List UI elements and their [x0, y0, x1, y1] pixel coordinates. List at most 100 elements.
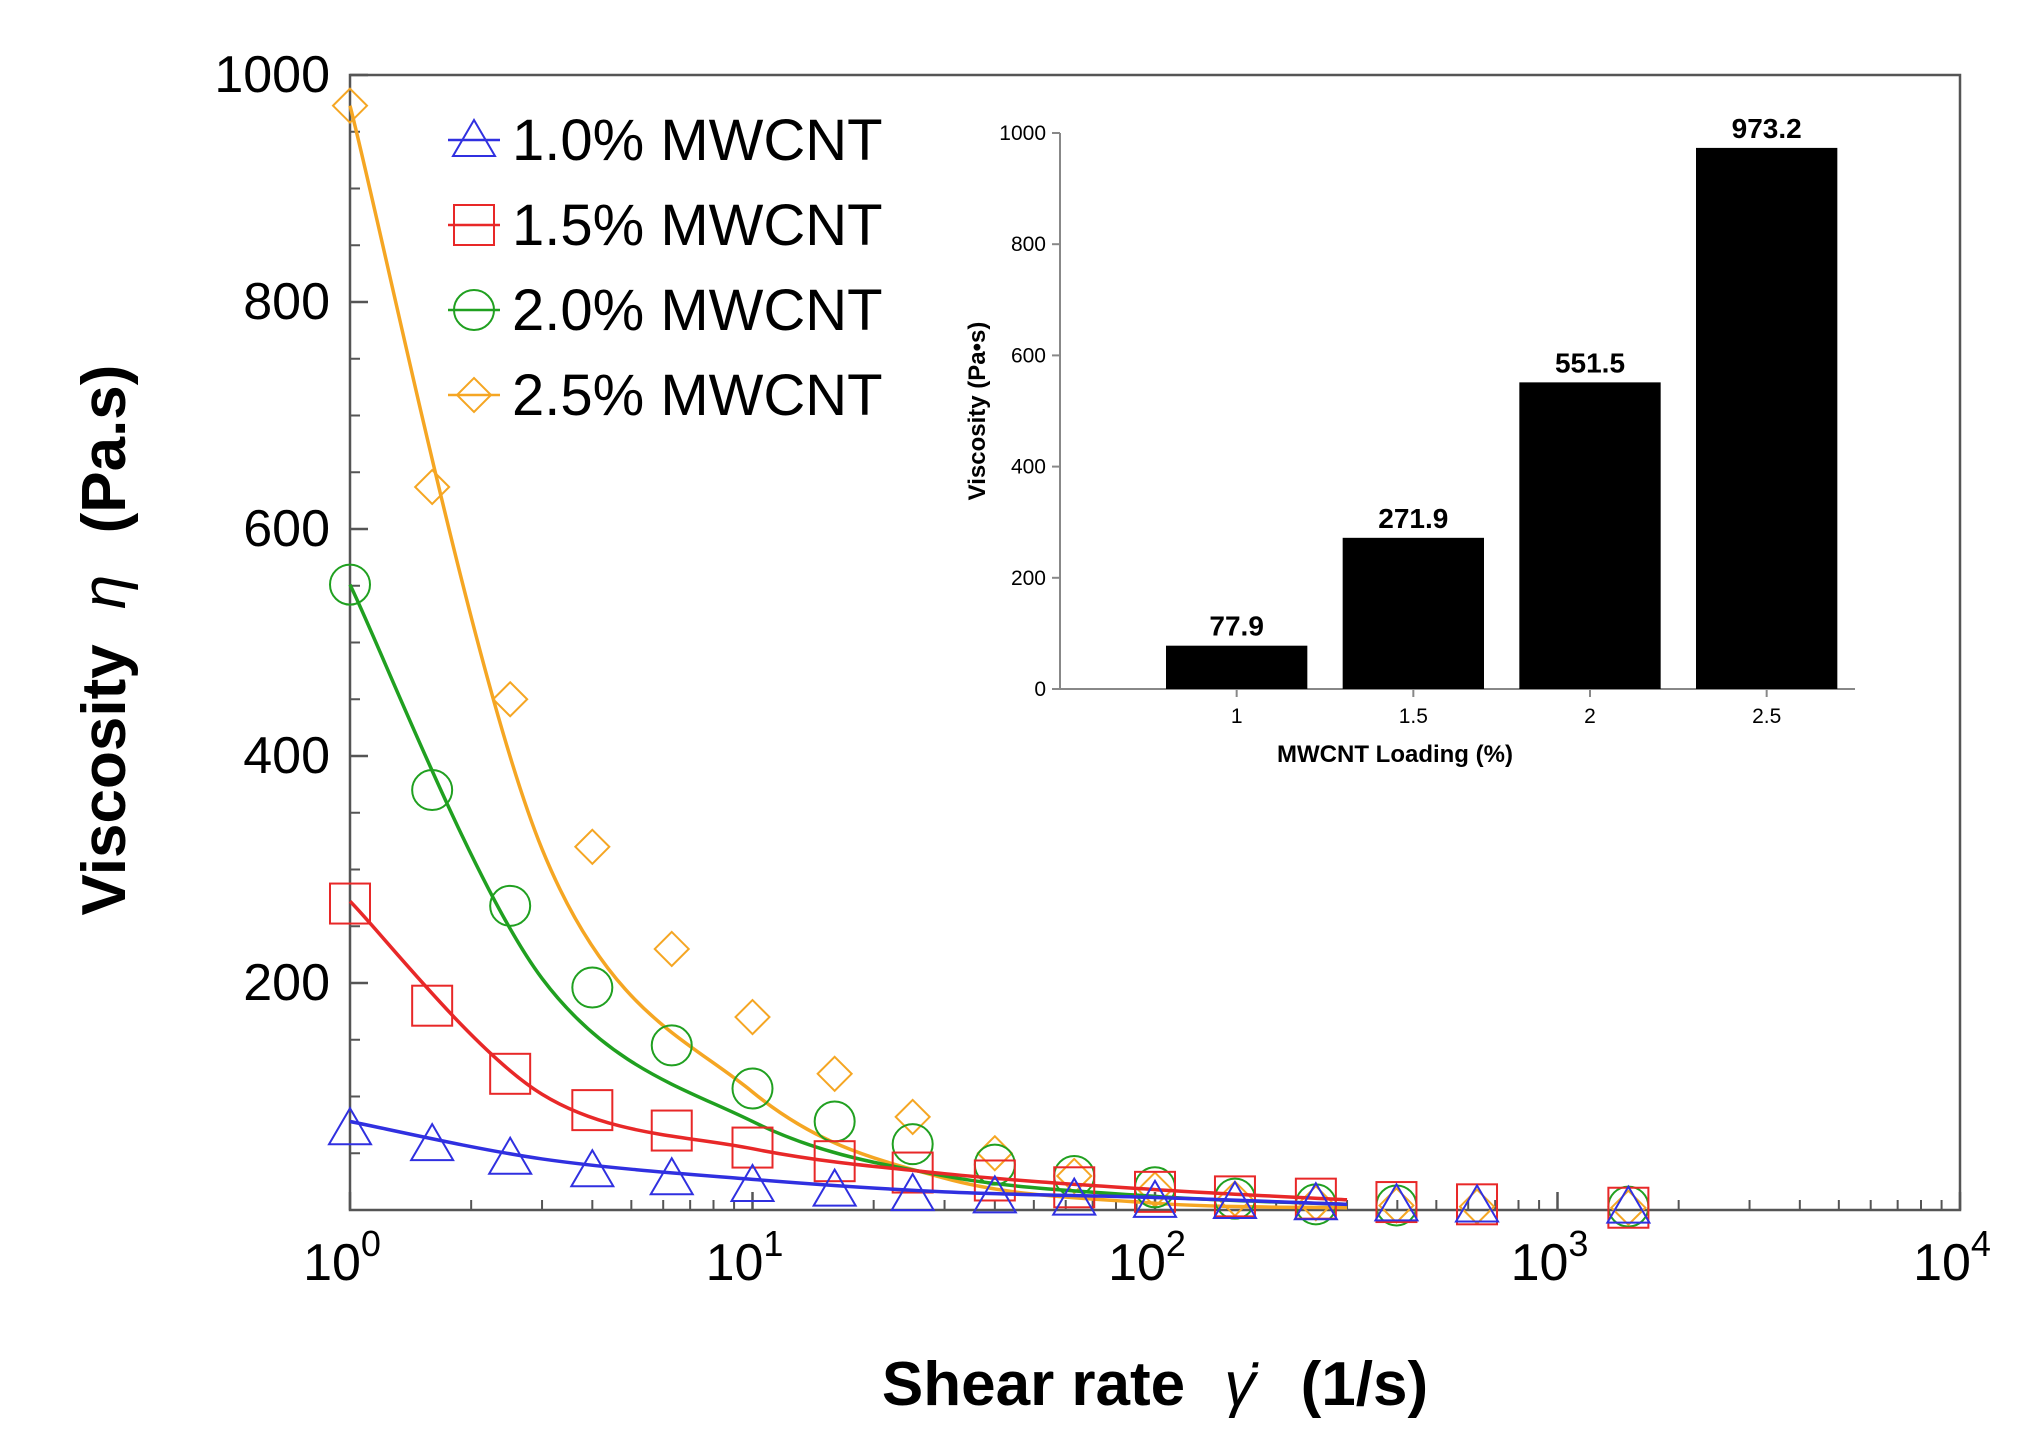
legend-entry: 1.0% MWCNT [448, 108, 883, 173]
legend-entry: 2.0% MWCNT [448, 278, 883, 343]
y-tick-label: 400 [243, 727, 330, 785]
series-1-0-mwcnt [327, 1106, 1652, 1224]
x-axis-title-symbol: γ̇ [1224, 1350, 1259, 1419]
data-point-square [1213, 1175, 1256, 1218]
main-series-group [327, 87, 1652, 1229]
legend: 1.0% MWCNT 1.5% MWCNT 2.0% MWCNT 2.5% MWCNT [448, 108, 883, 428]
inset-y-tick-label: 800 [1011, 233, 1046, 256]
data-point-circle [329, 563, 371, 606]
fit-line [348, 105, 1348, 1210]
x-tick-label: 100 [303, 1223, 381, 1292]
data-point-circle [650, 1024, 693, 1067]
y-axis-title-symbol: η [70, 575, 139, 609]
series-1-5-mwcnt [329, 882, 1650, 1229]
data-point-square [1134, 1170, 1176, 1213]
data-point-diamond [734, 998, 771, 1036]
data-point-triangle [1293, 1181, 1339, 1221]
data-point-square [973, 1159, 1016, 1202]
x-tick-label: 104 [1913, 1223, 1991, 1292]
inset-x-tick-label: 1 [1231, 705, 1243, 728]
x-axis-title-main: Shear rate [882, 1350, 1185, 1419]
inset-bar-chart: 0 200 400 600 800 1000 77.9 1 271.9 1.5 551.5 2 973… [964, 113, 1855, 768]
inset-ticks: 0 200 400 600 800 1000 [999, 122, 1060, 701]
inset-y-axis-title: Viscosity (Pa•s) [964, 322, 991, 501]
data-point-square [329, 882, 371, 925]
data-point-triangle [811, 1167, 858, 1207]
y-axis-title-unit: (Pa.s) [70, 365, 139, 534]
data-point-square [411, 984, 454, 1027]
y-tick-label: 200 [243, 954, 330, 1012]
data-point-triangle [889, 1172, 936, 1212]
data-point-circle [1607, 1185, 1650, 1228]
inset-y-tick-label: 200 [1011, 567, 1046, 590]
legend-label: 1.5% MWCNT [512, 193, 883, 258]
data-point-diamond [894, 1098, 932, 1136]
data-point-triangle [569, 1148, 616, 1188]
x-axis-title-unit: (1/s) [1301, 1350, 1428, 1419]
data-point-circle [411, 769, 454, 812]
data-point-square [813, 1140, 856, 1183]
data-point-triangle [972, 1174, 1018, 1214]
data-point-square [1053, 1166, 1096, 1209]
fit-line [348, 900, 1348, 1202]
data-point-square [489, 1052, 532, 1095]
data-point-square [571, 1089, 614, 1132]
data-point-triangle [1454, 1183, 1500, 1223]
inset-bars: 77.9 1 271.9 1.5 551.5 2 973.2 2.5 [1166, 113, 1838, 728]
data-point-diamond [413, 468, 451, 506]
fit-line [349, 1119, 1348, 1207]
data-point-circle [813, 1100, 856, 1143]
data-point-circle [453, 289, 495, 331]
data-point-diamond [331, 87, 369, 125]
data-point-triangle [1051, 1176, 1097, 1216]
data-point-circle [489, 884, 532, 927]
inset-bar-value-label: 551.5 [1555, 347, 1625, 378]
data-point-triangle [1132, 1178, 1178, 1218]
data-point-circle [571, 966, 614, 1009]
y-axis-title-main: Viscosity [70, 644, 139, 916]
data-point-square [731, 1126, 774, 1169]
data-point-diamond [976, 1134, 1014, 1172]
data-point-triangle [409, 1122, 455, 1162]
data-point-triangle [729, 1163, 776, 1203]
inset-y-tick-label: 0 [1034, 678, 1046, 701]
data-point-diamond [573, 828, 611, 866]
x-tick-label: 102 [1108, 1223, 1186, 1292]
data-point-triangle [327, 1106, 373, 1146]
legend-entry: 2.5% MWCNT [448, 363, 883, 428]
y-tick-label: 1000 [214, 46, 330, 104]
data-point-triangle [451, 118, 497, 157]
legend-label: 1.0% MWCNT [512, 108, 883, 173]
inset-x-tick-label: 1.5 [1399, 705, 1428, 728]
data-point-diamond [491, 680, 529, 718]
data-point-triangle [487, 1135, 533, 1175]
x-axis-title: Shear rate γ̇ (1/s) [882, 1350, 1428, 1419]
data-point-circle [731, 1067, 774, 1110]
inset-bar [1519, 382, 1661, 689]
inset-y-tick-label: 1000 [999, 122, 1046, 145]
data-point-diamond [653, 930, 691, 968]
inset-y-tick-label: 600 [1011, 344, 1046, 367]
legend-label: 2.5% MWCNT [512, 363, 883, 428]
legend-label: 2.0% MWCNT [512, 278, 883, 343]
data-point-diamond [455, 376, 493, 414]
data-point-square [891, 1151, 934, 1194]
inset-bar-value-label: 973.2 [1732, 113, 1802, 144]
inset-bar [1342, 537, 1484, 689]
data-point-triangle [648, 1156, 695, 1196]
x-tick-label: 103 [1511, 1223, 1589, 1292]
inset-bar-value-label: 271.9 [1378, 503, 1448, 534]
legend-entry: 1.5% MWCNT [448, 193, 883, 258]
inset-x-tick-label: 2 [1584, 705, 1596, 728]
data-point-square [1375, 1181, 1418, 1224]
data-point-triangle [1212, 1180, 1258, 1220]
data-point-diamond [1055, 1157, 1093, 1195]
x-tick-label: 101 [706, 1223, 784, 1292]
data-point-diamond [1609, 1189, 1647, 1227]
inset-bar [1166, 645, 1308, 689]
inset-bar-value-label: 77.9 [1209, 611, 1264, 642]
data-point-triangle [1605, 1184, 1652, 1224]
data-point-circle [891, 1123, 934, 1166]
